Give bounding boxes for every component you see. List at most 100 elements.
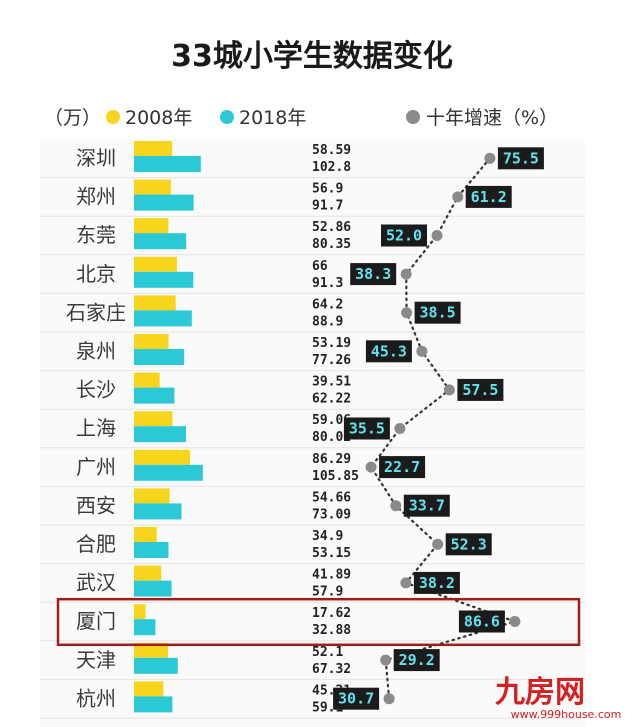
value-label-2008: 56.9 bbox=[312, 182, 343, 197]
city-label: 长沙 bbox=[76, 378, 116, 402]
growth-label: 75.5 bbox=[503, 149, 539, 167]
unit-label: （万） bbox=[44, 107, 101, 129]
growth-label-box bbox=[414, 301, 461, 324]
bar-2018 bbox=[134, 619, 156, 636]
growth-label: 22.7 bbox=[384, 458, 420, 476]
value-label-2018: 32.88 bbox=[312, 623, 351, 638]
city-label: 西安 bbox=[76, 493, 116, 517]
growth-label: 35.5 bbox=[349, 420, 385, 438]
growth-point bbox=[431, 230, 443, 241]
legend-swatch-2008 bbox=[106, 110, 120, 124]
legend-swatch-growth bbox=[406, 110, 420, 124]
bar-2008 bbox=[134, 179, 171, 195]
bar-2008 bbox=[134, 565, 162, 581]
value-label-2008: 53.19 bbox=[312, 336, 351, 351]
value-label-2008: 64.2 bbox=[312, 297, 343, 312]
value-label-2008: 17.62 bbox=[312, 606, 351, 621]
growth-label: 86.6 bbox=[464, 613, 500, 631]
city-label: 杭州 bbox=[76, 686, 116, 710]
growth-point bbox=[401, 307, 413, 319]
bar-2008 bbox=[134, 372, 160, 388]
bar-2008 bbox=[134, 218, 169, 234]
city-label: 东莞 bbox=[76, 223, 116, 247]
value-label-2008: 66 bbox=[312, 259, 328, 274]
value-label-2008: 59.06 bbox=[312, 413, 351, 428]
growth-label: 38.2 bbox=[419, 574, 455, 592]
bar-2018 bbox=[134, 387, 175, 404]
value-label-2008: 34.9 bbox=[312, 529, 343, 544]
legend-swatch-2018 bbox=[220, 110, 234, 124]
value-label-2008: 54.66 bbox=[312, 490, 351, 505]
growth-point bbox=[443, 384, 455, 396]
value-label-2018: 80.02 bbox=[312, 430, 351, 445]
growth-label-box bbox=[343, 417, 390, 440]
bar-2008 bbox=[134, 642, 168, 658]
value-label-2018: 77.26 bbox=[312, 353, 351, 368]
bar-2008 bbox=[134, 449, 191, 465]
growth-label-box bbox=[365, 340, 412, 363]
growth-label-box bbox=[413, 571, 460, 594]
growth-point bbox=[394, 423, 406, 434]
value-label-2018: 102.8 bbox=[312, 160, 351, 175]
value-label-2008: 52.86 bbox=[312, 220, 351, 235]
growth-point bbox=[365, 461, 377, 473]
growth-point bbox=[509, 616, 521, 627]
value-label-2018: 105.85 bbox=[312, 469, 359, 484]
growth-point bbox=[452, 191, 464, 203]
bar-2018 bbox=[134, 464, 203, 481]
growth-label: 38.5 bbox=[420, 304, 456, 322]
growth-line bbox=[369, 157, 519, 700]
legend-label-2008: 2008年 bbox=[125, 107, 192, 129]
value-label-2008: 39.51 bbox=[312, 375, 351, 390]
bar-2018 bbox=[134, 542, 169, 558]
bar-2018 bbox=[134, 426, 186, 443]
legend: （万） 2008年 2018年 十年增速（%） bbox=[44, 107, 558, 129]
bar-2018 bbox=[134, 310, 192, 327]
growth-point bbox=[390, 500, 402, 512]
city-label: 合肥 bbox=[76, 532, 116, 556]
bar-2018 bbox=[134, 349, 185, 365]
city-label: 武汉 bbox=[76, 571, 116, 595]
city-label: 上海 bbox=[76, 416, 116, 440]
bar-2018 bbox=[134, 233, 187, 250]
growth-label-box bbox=[393, 649, 440, 672]
value-label-2008: 52.1 bbox=[312, 645, 343, 660]
value-label-2018: 91.3 bbox=[312, 276, 343, 291]
bar-2018 bbox=[134, 696, 173, 713]
city-label: 厦门 bbox=[76, 609, 116, 633]
highlight-frame bbox=[56, 597, 581, 647]
bar-2018 bbox=[134, 657, 178, 674]
value-label-2008: 86.29 bbox=[312, 452, 351, 467]
city-label: 泉州 bbox=[76, 339, 116, 363]
value-label-2018: 88.9 bbox=[312, 314, 343, 329]
growth-label-box bbox=[497, 147, 544, 170]
rows-layer: 深圳 58.59 102.8 郑州 56.9 91.7 东莞 52.86 80.35 北京 66 91… bbox=[40, 141, 585, 719]
growth-label: 38.3 bbox=[355, 265, 391, 283]
growth-point bbox=[432, 538, 444, 550]
growth-point bbox=[416, 345, 428, 357]
watermark: 九房网 www.999house.com bbox=[495, 675, 621, 721]
growth-label-box bbox=[381, 224, 427, 247]
growth-label: 45.3 bbox=[371, 342, 407, 360]
bar-2018 bbox=[134, 503, 182, 520]
growth-label: 52.0 bbox=[386, 227, 422, 245]
legend-label-2018: 2018年 bbox=[239, 107, 306, 129]
growth-label: 29.2 bbox=[399, 651, 435, 669]
growth-label-box bbox=[379, 456, 426, 479]
value-label-2018: 57.9 bbox=[312, 585, 343, 600]
growth-label: 33.7 bbox=[409, 497, 445, 515]
growth-label: 61.2 bbox=[471, 188, 507, 206]
growth-layer: 75.5 61.2 52.0 38.3 38.5 45.3 57.5 35.5 22.7 33.7… bbox=[56, 147, 581, 710]
value-label-2008: 58.59 bbox=[312, 143, 351, 158]
legend-label-growth: 十年增速（%） bbox=[426, 107, 558, 129]
bar-2008 bbox=[134, 334, 169, 349]
growth-point bbox=[400, 577, 412, 589]
value-label-2018: 91.7 bbox=[312, 199, 343, 214]
bar-2008 bbox=[134, 411, 173, 427]
city-label: 深圳 bbox=[76, 146, 116, 170]
growth-point bbox=[484, 152, 496, 164]
growth-point bbox=[383, 693, 395, 705]
bar-2008 bbox=[134, 256, 177, 272]
